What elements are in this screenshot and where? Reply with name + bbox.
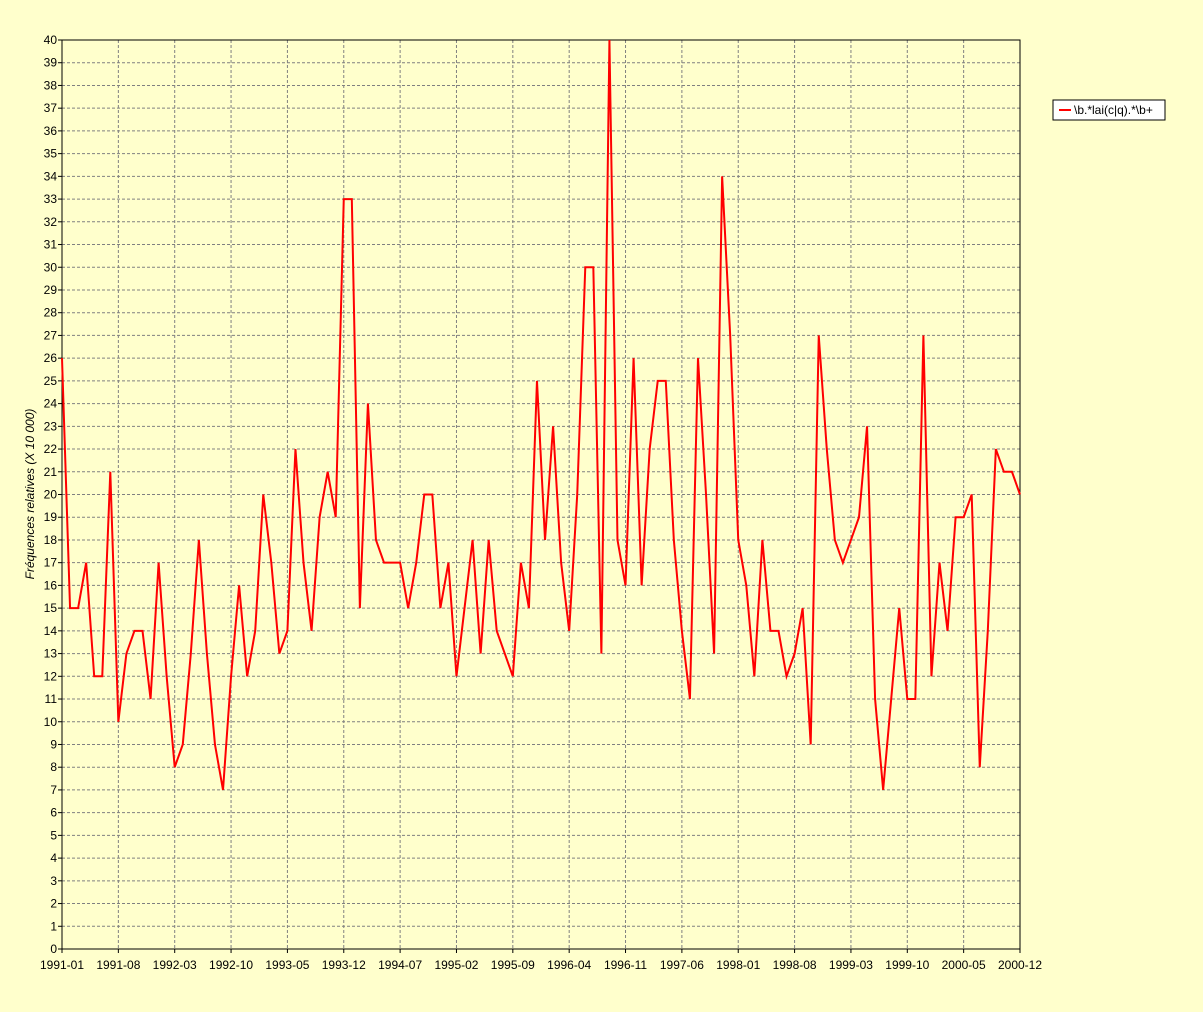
y-tick-label: 36: [44, 124, 58, 138]
y-tick-label: 13: [44, 647, 58, 661]
y-tick-label: 0: [50, 942, 57, 956]
y-axis-label: Fréquences relatives (X 10 000): [23, 409, 37, 580]
y-tick-label: 12: [44, 669, 58, 683]
x-tick-label: 1997-06: [660, 958, 704, 972]
y-tick-label: 31: [44, 238, 58, 252]
legend-label: \b.*lai(c|q).*\b+: [1074, 103, 1153, 117]
y-tick-label: 8: [50, 760, 57, 774]
legend-box: [1052, 99, 1166, 121]
x-tick-label: 1993-12: [322, 958, 366, 972]
y-tick-label: 16: [44, 578, 58, 592]
x-tick-label: 1992-10: [209, 958, 253, 972]
y-tick-label: 38: [44, 78, 58, 92]
y-tick-label: 1: [50, 919, 57, 933]
y-tick-label: 4: [50, 851, 57, 865]
y-tick-label: 17: [44, 556, 58, 570]
x-tick-label: 1992-03: [153, 958, 197, 972]
y-tick-label: 40: [44, 33, 58, 47]
x-tick-label: 1995-02: [434, 958, 478, 972]
x-tick-label: 1996-04: [547, 958, 591, 972]
x-tick-label: 2000-05: [942, 958, 986, 972]
y-tick-label: 14: [44, 624, 58, 638]
y-tick-label: 3: [50, 874, 57, 888]
x-tick-label: 1991-01: [40, 958, 84, 972]
x-tick-label: 1995-09: [491, 958, 535, 972]
y-tick-label: 33: [44, 192, 58, 206]
y-tick-label: 21: [44, 465, 58, 479]
y-tick-label: 37: [44, 101, 58, 115]
x-tick-label: 1991-08: [96, 958, 140, 972]
y-tick-label: 29: [44, 283, 58, 297]
y-tick-label: 28: [44, 306, 58, 320]
x-tick-label: 1999-03: [829, 958, 873, 972]
y-tick-label: 19: [44, 510, 58, 524]
y-tick-label: 11: [45, 692, 58, 706]
y-tick-label: 5: [50, 828, 57, 842]
y-tick-label: 32: [44, 215, 58, 229]
y-tick-label: 25: [44, 374, 58, 388]
x-tick-label: 1998-08: [773, 958, 817, 972]
x-tick-label: 1994-07: [378, 958, 422, 972]
y-tick-label: 35: [44, 147, 58, 161]
y-tick-label: 34: [44, 169, 58, 183]
y-tick-label: 26: [44, 351, 58, 365]
y-tick-label: 24: [44, 397, 58, 411]
x-tick-label: 1999-10: [885, 958, 929, 972]
y-tick-label: 27: [44, 328, 58, 342]
y-tick-label: 20: [44, 488, 58, 502]
x-tick-label: 1996-11: [604, 958, 647, 972]
y-tick-label: 30: [44, 260, 58, 274]
y-tick-label: 39: [44, 56, 58, 70]
y-tick-label: 22: [44, 442, 58, 456]
x-tick-label: 1993-05: [265, 958, 309, 972]
y-tick-label: 18: [44, 533, 58, 547]
y-tick-label: 15: [44, 601, 58, 615]
y-tick-label: 7: [50, 783, 57, 797]
x-tick-label: 1998-01: [716, 958, 760, 972]
y-tick-label: 6: [50, 806, 57, 820]
y-tick-label: 9: [50, 737, 57, 751]
x-tick-label: 2000-12: [998, 958, 1042, 972]
y-tick-label: 10: [44, 715, 58, 729]
data-line: [61, 39, 1021, 791]
y-tick-label: 2: [50, 897, 57, 911]
y-tick-label: 23: [44, 419, 58, 433]
